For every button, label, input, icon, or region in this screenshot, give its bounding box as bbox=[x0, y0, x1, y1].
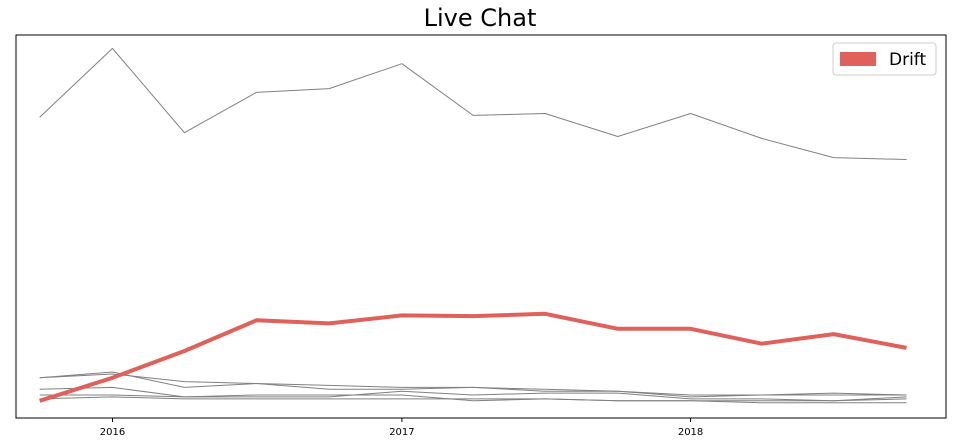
legend-swatch-drift bbox=[840, 52, 876, 66]
series-line-1 bbox=[39, 47, 907, 160]
legend-label-drift: Drift bbox=[889, 50, 926, 70]
chart-title: Live Chat bbox=[423, 4, 537, 32]
series-line-drift bbox=[39, 311, 907, 403]
x-tick-label-2017: 2017 bbox=[389, 427, 414, 438]
x-tick-label-2016: 2016 bbox=[100, 427, 125, 438]
legend: Drift bbox=[832, 42, 937, 76]
series-line-3 bbox=[39, 371, 907, 398]
series-line-5 bbox=[39, 394, 907, 402]
legend-box bbox=[832, 42, 937, 76]
x-axis-ticks: 2016 2017 2018 bbox=[100, 418, 703, 438]
plot-frame bbox=[15, 34, 947, 419]
x-tick-label-2018: 2018 bbox=[678, 427, 703, 438]
series-layer bbox=[39, 47, 907, 404]
series-line-6 bbox=[39, 396, 907, 404]
